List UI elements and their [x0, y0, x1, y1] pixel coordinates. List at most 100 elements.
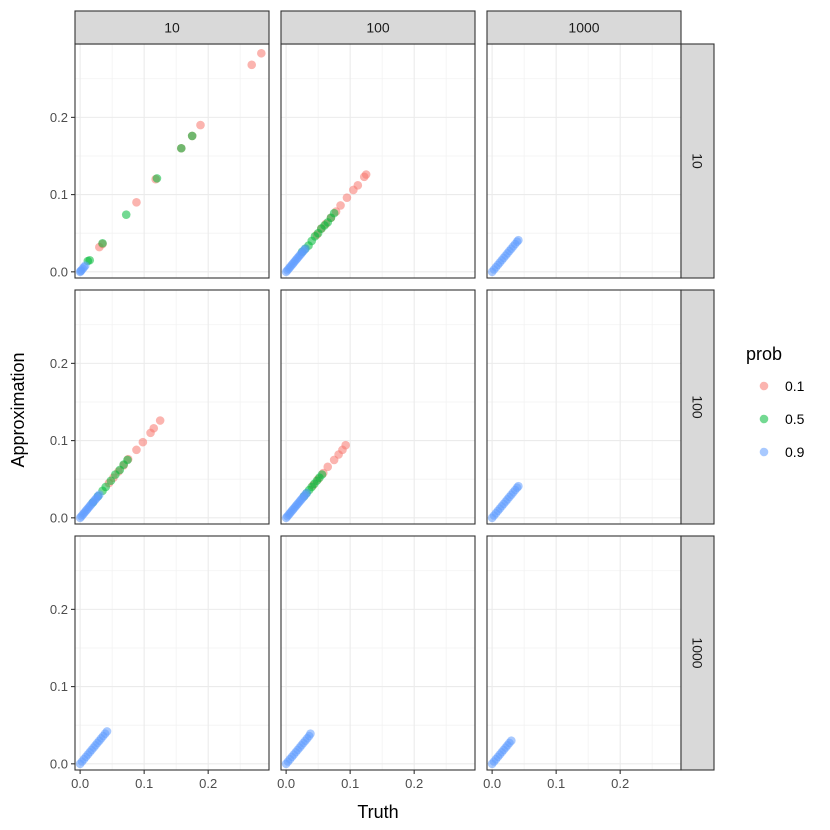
data-point-prob-0.5 [106, 476, 116, 486]
legend-title: prob [746, 344, 782, 364]
data-point-prob-0.9 [514, 481, 523, 491]
panel-border [280, 535, 476, 771]
data-point-prob-0.9 [76, 266, 86, 276]
data-point-prob-0.9 [301, 244, 310, 253]
x-tick-label: 0.0 [483, 776, 501, 791]
strip-top-label: 1000 [568, 20, 599, 36]
data-point-prob-0.1 [146, 428, 155, 438]
panel-border [74, 289, 270, 525]
x-tick-label: 0.1 [547, 776, 565, 791]
strips-layer: 10 100 1000 10 100 1000 [74, 10, 715, 771]
data-point-prob-0.5 [152, 174, 162, 183]
data-point-prob-0.1 [247, 60, 257, 70]
data-point-prob-0.9 [102, 727, 112, 736]
y-tick-label: 0.2 [50, 110, 68, 125]
data-point-prob-0.9 [95, 490, 104, 499]
data-point-prob-0.9 [514, 235, 523, 245]
panel-10-100 [74, 289, 270, 525]
y-tick-label: 0.0 [50, 264, 68, 279]
x-tick-label: 0.1 [341, 776, 359, 791]
strip-top-label: 100 [366, 20, 390, 36]
points-group [75, 416, 165, 523]
strip-right-background [680, 289, 715, 525]
data-point-prob-0.1 [155, 416, 165, 425]
strip-top-background [486, 10, 682, 45]
legend-entry: 0.5 [759, 411, 805, 427]
points-group [487, 235, 523, 277]
strip-top-background [280, 10, 476, 45]
y-tick-label: 0.2 [50, 356, 68, 371]
points-group [487, 736, 516, 769]
legend-key-0.9 [759, 447, 769, 457]
strip-top-label: 10 [164, 20, 180, 36]
points-group [75, 727, 112, 769]
legend-entry: 0.9 [759, 444, 805, 460]
panel-10-10 [74, 43, 270, 279]
data-point-prob-0.1 [342, 193, 352, 202]
strip-right-label: 1000 [690, 637, 706, 668]
panel-border [74, 535, 270, 771]
strip-top-background [74, 10, 270, 45]
points-group [75, 48, 266, 277]
legend: prob 0.1 0.5 0.9 [746, 344, 805, 460]
legend-key-0.5 [759, 414, 769, 424]
y-tick-label: 0.1 [50, 433, 68, 448]
points-group [281, 729, 315, 769]
legend-entries: 0.1 0.5 0.9 [759, 378, 805, 460]
data-point-prob-0.1 [257, 48, 266, 58]
y-tick-label: 0.1 [50, 187, 68, 202]
ticks-layer: 0.00.10.20.00.10.20.00.10.20.0 0.1 0.2 0.0 0… [50, 110, 629, 791]
x-tick-label: 0.0 [71, 776, 89, 791]
strip-right-background [680, 535, 715, 771]
x-tick-label: 0.2 [405, 776, 423, 791]
panel-100-1000 [280, 535, 476, 771]
y-tick-label: 0.0 [50, 510, 68, 525]
data-point-prob-0.1 [349, 185, 358, 195]
panels-layer [74, 43, 682, 771]
x-tick-label: 0.1 [135, 776, 153, 791]
panel-1000-1000 [486, 535, 682, 771]
data-point-prob-0.5 [111, 470, 120, 479]
x-tick-label: 0.0 [277, 776, 295, 791]
strip-right-label: 10 [690, 153, 706, 169]
legend-entry: 0.1 [759, 378, 805, 394]
x-tick-label: 0.2 [199, 776, 217, 791]
strip-right-label: 100 [690, 395, 706, 419]
x-axis-title: Truth [357, 802, 398, 822]
data-point-prob-0.1 [138, 437, 148, 447]
panel-1000-10 [486, 43, 682, 279]
panel-background [75, 44, 269, 278]
panel-border [280, 289, 476, 525]
points-group [281, 170, 371, 277]
data-point-prob-0.1 [132, 445, 141, 455]
legend-label: 0.5 [785, 411, 805, 427]
x-tick-label: 0.2 [611, 776, 629, 791]
data-point-prob-0.1 [329, 455, 339, 465]
data-point-prob-0.5 [187, 131, 197, 141]
data-point-prob-0.9 [507, 736, 516, 745]
panel-1000-100 [486, 289, 682, 525]
data-point-prob-0.1 [323, 462, 333, 472]
y-tick-label: 0.1 [50, 679, 68, 694]
y-tick-label: 0.2 [50, 602, 68, 617]
data-point-prob-0.9 [302, 488, 311, 498]
data-point-prob-0.1 [359, 172, 369, 182]
strip-right-background [680, 43, 715, 279]
panel-10-1000 [74, 535, 270, 771]
legend-label: 0.9 [785, 444, 805, 460]
data-point-prob-0.5 [121, 210, 131, 219]
data-point-prob-0.1 [336, 201, 345, 210]
data-point-prob-0.1 [196, 120, 205, 130]
legend-label: 0.1 [785, 378, 805, 394]
data-point-prob-0.5 [98, 238, 107, 248]
data-point-prob-0.9 [306, 729, 315, 739]
points-group [487, 481, 523, 523]
panel-background [487, 536, 681, 770]
legend-key-0.1 [759, 381, 769, 391]
data-point-prob-0.1 [132, 198, 141, 207]
panel-100-10 [280, 43, 476, 279]
points-group [281, 440, 350, 523]
y-tick-label: 0.0 [50, 756, 68, 771]
y-axis-title: Approximation [8, 352, 28, 467]
